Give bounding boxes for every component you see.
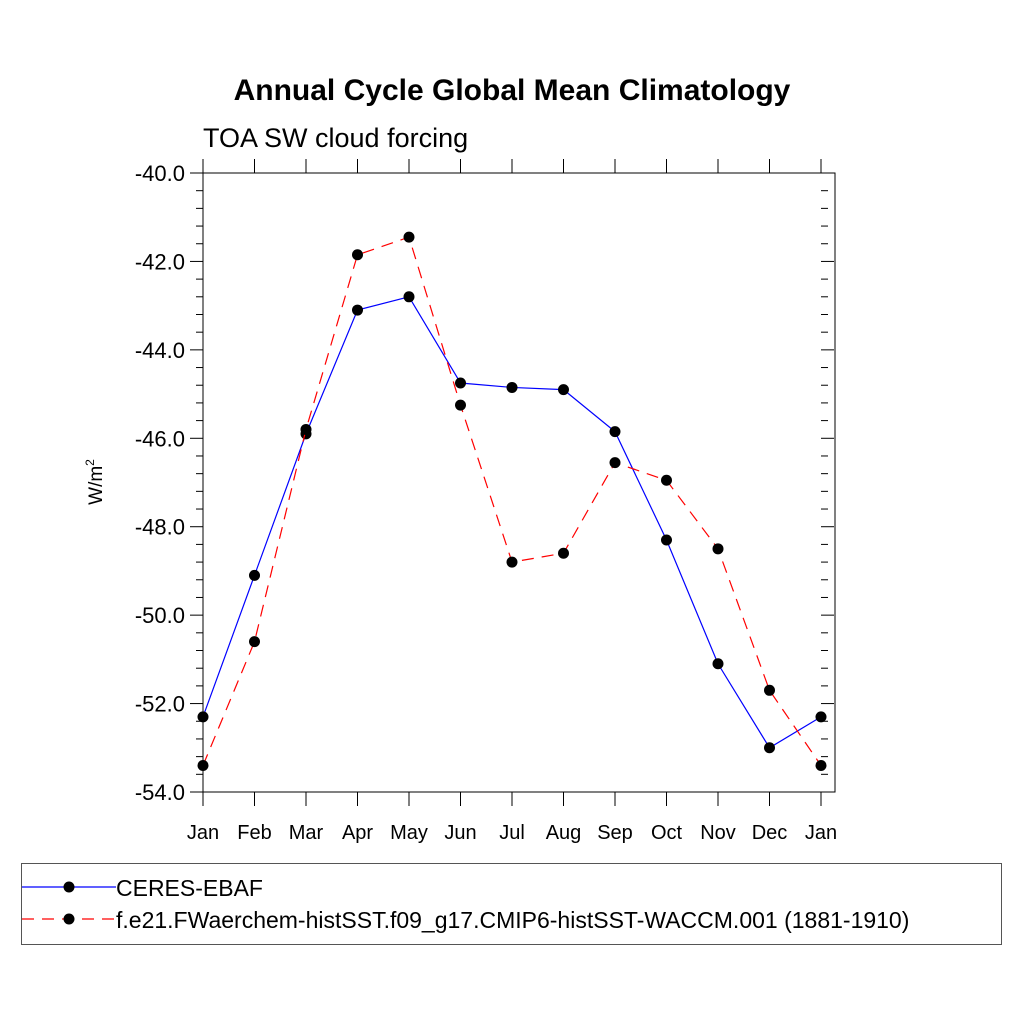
x-tick-label: Mar: [289, 822, 324, 844]
y-tick-label: -50.0: [135, 603, 185, 628]
x-tick-label: Jan: [187, 822, 219, 844]
y-axis-label-exponent: 2: [83, 459, 97, 466]
chart-title: Annual Cycle Global Mean Climatology: [234, 74, 791, 107]
series-0-point: [609, 426, 621, 438]
series-0-point: [455, 377, 466, 389]
x-tick-label: Feb: [237, 822, 271, 844]
series-1-point: [352, 249, 363, 261]
series-1-point: [712, 543, 724, 555]
series-1-point: [558, 547, 569, 559]
legend-item-ceres: CERES-EBAF: [22, 872, 1001, 902]
series-0-point: [197, 711, 209, 723]
series-1-point: [609, 457, 621, 469]
x-tick-label: May: [390, 822, 428, 844]
series-1-point: [403, 231, 415, 243]
series-line-1: [202, 236, 822, 766]
series-0-point: [352, 304, 363, 316]
y-tick-label: -46.0: [135, 426, 185, 451]
legend-label-model: f.e21.FWaerchem-histSST.f09_g17.CMIP6-hi…: [116, 907, 910, 933]
series-1-point: [506, 556, 518, 568]
series-0-point: [815, 711, 827, 723]
series-1-point: [249, 636, 260, 648]
y-tick-label: -48.0: [135, 515, 185, 540]
series-1-point: [455, 399, 466, 411]
y-axis-label: W/m2: [83, 459, 107, 505]
series-0-point: [661, 534, 672, 546]
y-tick-label: -54.0: [135, 780, 185, 805]
series-0-point: [403, 291, 415, 303]
y-axis: -40.0 -42.0 -44.0 -46.0 -48.0 -50.0 -52.0 -54.0: [135, 161, 834, 805]
legend: CERES-EBAF f.e21.FWaerchem-histSST.f09_g…: [21, 863, 1002, 945]
legend-sample-model: [22, 913, 116, 925]
series-0-point: [506, 381, 518, 393]
x-tick-label: Jan: [805, 822, 837, 844]
x-tick-label: Apr: [342, 822, 373, 844]
x-tick-label: Oct: [651, 822, 683, 844]
series-1-point: [764, 684, 775, 696]
y-tick-label: -44.0: [135, 338, 185, 363]
x-axis: Jan Feb Mar Apr May Jun Jul Aug Sep Oct Nov Dec Jan: [187, 159, 837, 844]
series-1-point: [197, 759, 209, 771]
x-tick-label: Nov: [700, 822, 736, 844]
y-tick-label: -42.0: [135, 249, 185, 274]
series-1-point: [661, 474, 672, 486]
legend-marker-ceres: [63, 881, 75, 893]
legend-marker-model: [63, 913, 75, 925]
series-layer: [197, 231, 827, 771]
x-tick-label: Dec: [752, 822, 788, 844]
y-axis-label-units: W/m: [86, 466, 107, 505]
series-line-0: [202, 296, 822, 749]
y-tick-label: -40.0: [135, 161, 185, 186]
plot-frame: [202, 172, 836, 793]
legend-item-model: f.e21.FWaerchem-histSST.f09_g17.CMIP6-hi…: [22, 904, 1001, 934]
x-tick-label: Jul: [499, 822, 525, 844]
series-1-point: [300, 423, 312, 435]
series-0-point: [712, 658, 724, 670]
series-0-point: [558, 384, 569, 396]
series-0-point: [764, 742, 775, 754]
x-tick-label: Jun: [444, 822, 476, 844]
series-1-point: [815, 759, 827, 771]
chart-subtitle: TOA SW cloud forcing: [203, 123, 468, 153]
legend-sample-ceres: [22, 881, 116, 893]
y-tick-label: -52.0: [135, 692, 185, 717]
x-tick-label: Aug: [546, 822, 582, 844]
legend-label-ceres: CERES-EBAF: [116, 875, 263, 901]
series-0-point: [249, 569, 260, 581]
plot-border: [202, 172, 836, 793]
x-tick-label: Sep: [597, 822, 633, 844]
